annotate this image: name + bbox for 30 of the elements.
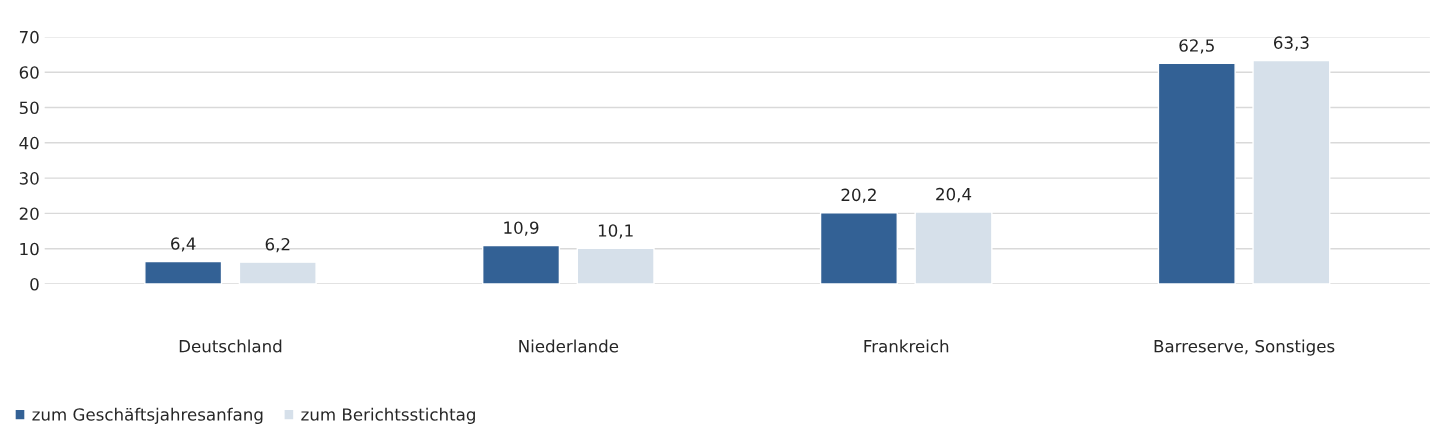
data-label: 6,4: [171, 237, 196, 252]
bar: [481, 244, 561, 285]
data-label: 6,2: [265, 237, 290, 253]
y-tick-label: 0: [30, 278, 39, 291]
y-tick-label: 10: [20, 242, 39, 256]
x-tick-label: Barreserve, Sonstiges: [1154, 339, 1335, 356]
y-tick-label: 70: [19, 30, 39, 44]
x-tick-label: Frankreich: [864, 339, 949, 353]
legend-label: zum Berichtsstichtag: [301, 407, 475, 424]
data-label: 10,1: [598, 224, 633, 239]
y-tick-label: 50: [19, 101, 39, 115]
y-tick-label: 30: [19, 172, 39, 185]
bar: [238, 261, 317, 285]
data-label: 62,5: [1179, 39, 1214, 54]
bar: [1157, 62, 1236, 285]
bar: [144, 260, 223, 285]
bar: [914, 211, 993, 285]
x-tick-label: Niederlande: [519, 339, 619, 353]
data-label: 10,9: [504, 221, 539, 236]
data-label: 20,2: [841, 188, 876, 203]
legend-label: zum Geschäftsjahresanfang: [32, 407, 263, 424]
data-label: 20,4: [936, 187, 972, 203]
data-label: 63,3: [1274, 36, 1309, 51]
bar: [576, 247, 655, 285]
bar: [1252, 59, 1331, 285]
x-tick-label: Deutschland: [179, 339, 282, 353]
y-tick-label: 20: [19, 207, 39, 220]
y-tick-label: 60: [19, 66, 39, 79]
y-tick-label: 40: [19, 136, 39, 150]
bar: [819, 212, 898, 285]
